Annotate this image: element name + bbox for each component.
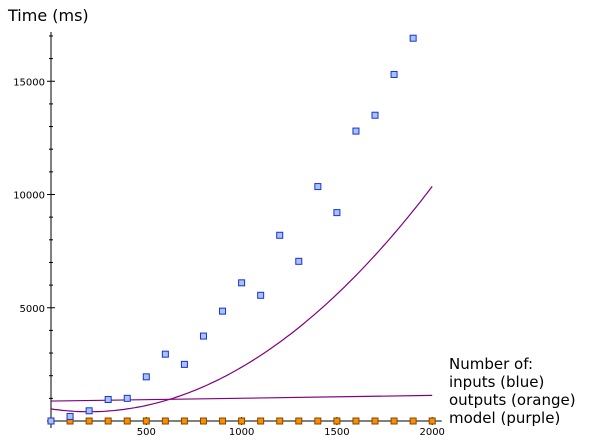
x-tick-label: 2000 [419,427,444,438]
y-axis-label: Time (ms) [7,6,89,25]
input-point [238,279,246,287]
annotation-line: outputs (orange) [449,391,576,409]
model-linear-line [50,394,433,402]
input-point [104,395,112,403]
output-point [333,417,341,425]
output-point [238,417,246,425]
output-point [314,417,322,425]
input-point [123,394,131,402]
output-point [219,417,227,425]
output-point [295,417,303,425]
input-point [314,183,322,191]
output-point [390,417,398,425]
output-point [428,417,436,425]
output-point [409,417,417,425]
model-curves [50,186,433,413]
output-point [371,417,379,425]
input-point [295,257,303,265]
model-quadratic-curve [50,186,433,413]
annotation-line: Number of: [449,355,533,373]
annotation-line: inputs (blue) [449,373,544,391]
output-point [257,417,265,425]
axes [50,32,442,428]
input-point [352,127,360,135]
input-point [276,231,284,239]
annotation-line: model (purple) [449,409,560,427]
x-tick-label: 500 [137,427,156,438]
output-point [161,417,169,425]
input-point [161,350,169,358]
input-point [371,111,379,119]
x-tick-label: 1000 [229,427,254,438]
input-point [85,407,93,415]
input-point [180,360,188,368]
input-point [66,412,74,420]
input-point [219,307,227,315]
x-tick-label: 1500 [324,427,349,438]
output-point [276,417,284,425]
input-point [409,34,417,42]
output-point [180,417,188,425]
input-point [199,332,207,340]
input-point [257,291,265,299]
output-point [142,417,150,425]
output-point [85,417,93,425]
axis-ticks: 500 1000 1500 2000 5000 10000 15000 [13,35,445,438]
y-tick-label: 5000 [20,304,45,315]
y-tick-label: 10000 [13,191,45,202]
input-point [142,373,150,381]
output-point [123,417,131,425]
input-point [47,417,55,425]
input-point [390,70,398,78]
y-tick-label: 15000 [13,77,45,88]
input-point [333,209,341,217]
output-point [199,417,207,425]
data-points [47,34,436,425]
output-point [104,417,112,425]
output-point [352,417,360,425]
legend-annotation: Number of: inputs (blue) outputs (orange… [449,355,576,427]
